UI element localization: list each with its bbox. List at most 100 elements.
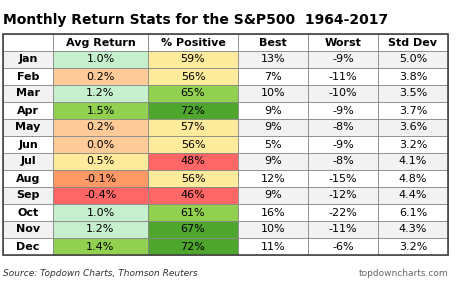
Text: 10%: 10%	[261, 89, 285, 98]
Text: Avg Return: Avg Return	[66, 38, 135, 47]
Text: 4.4%: 4.4%	[399, 191, 427, 201]
Bar	[148, 85, 238, 102]
Bar	[53, 136, 148, 153]
Text: 4.3%: 4.3%	[399, 224, 427, 235]
Bar	[3, 51, 53, 68]
Text: Aug: Aug	[16, 173, 40, 184]
Bar	[3, 34, 448, 255]
Text: 6.1%: 6.1%	[399, 208, 427, 217]
Text: 61%: 61%	[180, 208, 205, 217]
Bar	[53, 51, 148, 68]
Bar	[3, 68, 53, 85]
Text: 59%: 59%	[180, 54, 205, 65]
Text: -11%: -11%	[329, 72, 357, 81]
Bar	[378, 85, 448, 102]
Text: -9%: -9%	[332, 54, 354, 65]
Text: 0.0%: 0.0%	[86, 140, 115, 149]
Bar	[308, 34, 378, 51]
Text: 1.2%: 1.2%	[86, 89, 115, 98]
Text: 57%: 57%	[180, 122, 205, 133]
Text: -11%: -11%	[329, 224, 357, 235]
Bar	[308, 102, 378, 119]
Bar	[378, 187, 448, 204]
Bar	[53, 102, 148, 119]
Bar	[308, 238, 378, 255]
Text: 12%: 12%	[261, 173, 285, 184]
Text: -10%: -10%	[329, 89, 357, 98]
Text: 9%: 9%	[264, 105, 282, 116]
Text: 1.2%: 1.2%	[86, 224, 115, 235]
Text: Jun: Jun	[18, 140, 38, 149]
Text: Nov: Nov	[16, 224, 40, 235]
Bar	[148, 221, 238, 238]
Text: 3.6%: 3.6%	[399, 122, 427, 133]
Text: 1.5%: 1.5%	[86, 105, 115, 116]
Text: 46%: 46%	[180, 191, 205, 201]
Text: -12%: -12%	[329, 191, 357, 201]
Text: 4.8%: 4.8%	[399, 173, 427, 184]
Bar	[148, 119, 238, 136]
Text: Jul: Jul	[20, 157, 36, 166]
Bar	[148, 187, 238, 204]
Text: -22%: -22%	[329, 208, 358, 217]
Text: Sep: Sep	[16, 191, 39, 201]
Text: Std Dev: Std Dev	[389, 38, 438, 47]
Text: -9%: -9%	[332, 105, 354, 116]
Bar	[378, 136, 448, 153]
Bar	[53, 85, 148, 102]
Text: 72%: 72%	[180, 105, 205, 116]
Bar	[308, 136, 378, 153]
Text: -6%: -6%	[332, 241, 354, 252]
Bar	[308, 68, 378, 85]
Text: 3.2%: 3.2%	[399, 241, 427, 252]
Text: 48%: 48%	[180, 157, 205, 166]
Bar	[53, 68, 148, 85]
Text: 67%: 67%	[180, 224, 205, 235]
Text: 56%: 56%	[180, 72, 205, 81]
Bar	[378, 51, 448, 68]
Text: 11%: 11%	[261, 241, 285, 252]
Text: 0.2%: 0.2%	[86, 72, 115, 81]
Bar	[238, 102, 308, 119]
Text: % Positive: % Positive	[161, 38, 226, 47]
Text: -0.4%: -0.4%	[84, 191, 117, 201]
Bar	[148, 170, 238, 187]
Bar	[148, 136, 238, 153]
Bar	[378, 221, 448, 238]
Text: -0.1%: -0.1%	[85, 173, 117, 184]
Bar	[238, 136, 308, 153]
Text: Source: Topdown Charts, Thomson Reuters: Source: Topdown Charts, Thomson Reuters	[3, 270, 197, 279]
Bar	[308, 119, 378, 136]
Bar	[238, 119, 308, 136]
Text: 72%: 72%	[180, 241, 205, 252]
Bar	[53, 238, 148, 255]
Bar	[378, 34, 448, 51]
Bar	[378, 153, 448, 170]
Text: May: May	[16, 122, 41, 133]
Bar	[378, 119, 448, 136]
Text: -15%: -15%	[329, 173, 357, 184]
Bar	[378, 204, 448, 221]
Bar	[148, 204, 238, 221]
Text: 3.2%: 3.2%	[399, 140, 427, 149]
Text: -9%: -9%	[332, 140, 354, 149]
Bar	[3, 221, 53, 238]
Text: 5.0%: 5.0%	[399, 54, 427, 65]
Bar	[53, 153, 148, 170]
Bar	[238, 153, 308, 170]
Bar	[3, 136, 53, 153]
Bar	[53, 221, 148, 238]
Bar	[53, 204, 148, 221]
Text: 16%: 16%	[261, 208, 285, 217]
Text: Feb: Feb	[17, 72, 39, 81]
Text: 3.5%: 3.5%	[399, 89, 427, 98]
Bar	[148, 238, 238, 255]
Bar	[308, 85, 378, 102]
Bar	[378, 170, 448, 187]
Bar	[53, 187, 148, 204]
Text: 3.7%: 3.7%	[399, 105, 427, 116]
Bar	[3, 102, 53, 119]
Bar	[3, 187, 53, 204]
Text: 13%: 13%	[261, 54, 285, 65]
Bar	[238, 221, 308, 238]
